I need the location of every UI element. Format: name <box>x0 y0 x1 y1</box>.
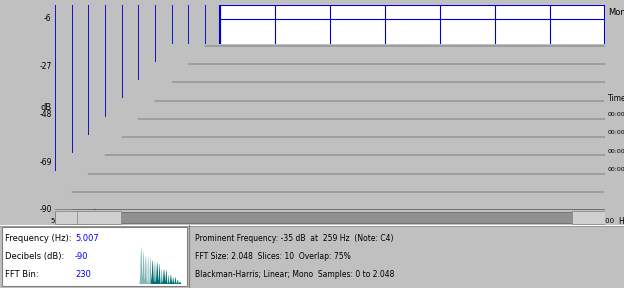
Text: 2.030: 2.030 <box>265 218 285 224</box>
Text: 00:00:00,501: 00:00:00,501 <box>608 130 624 135</box>
Bar <box>55 190 605 193</box>
Text: Time: Time <box>608 94 624 103</box>
Text: 50: 50 <box>51 218 59 224</box>
Text: Mono: Mono <box>608 8 624 17</box>
Text: -6: -6 <box>44 14 52 23</box>
Text: Prominent Frequency: -35 dB  at  259 Hz  (Note: C4): Prominent Frequency: -35 dB at 259 Hz (N… <box>195 234 394 243</box>
Bar <box>55 135 605 138</box>
Text: FFT Bin:: FFT Bin: <box>5 270 39 279</box>
Bar <box>55 211 88 224</box>
Bar <box>572 211 605 224</box>
Text: -90: -90 <box>39 206 52 215</box>
Text: 1.535: 1.535 <box>210 218 230 224</box>
Text: 3.020: 3.020 <box>375 218 395 224</box>
Text: 00:00:00,167: 00:00:00,167 <box>608 166 624 171</box>
Bar <box>139 80 616 103</box>
Bar <box>122 98 616 121</box>
Bar <box>72 153 616 176</box>
Bar <box>55 171 616 194</box>
Text: Decibels (dB):: Decibels (dB): <box>5 252 64 261</box>
Text: FFT Size: 2.048  Slices: 10  Overlap: 75%: FFT Size: 2.048 Slices: 10 Overlap: 75% <box>195 252 351 261</box>
Text: 2.525: 2.525 <box>320 218 340 224</box>
Bar <box>2 227 187 286</box>
Bar <box>55 80 605 84</box>
Text: dB: dB <box>41 103 52 112</box>
Bar <box>89 135 616 158</box>
Text: 1.040: 1.040 <box>155 218 175 224</box>
Bar <box>55 98 605 102</box>
Bar <box>55 117 605 120</box>
Bar <box>55 171 605 175</box>
Text: -27: -27 <box>39 62 52 71</box>
Bar <box>105 117 616 139</box>
Text: Hz: Hz <box>618 217 624 226</box>
Text: 5.000: 5.000 <box>595 218 615 224</box>
Bar <box>55 153 605 156</box>
Text: 4.505: 4.505 <box>540 218 560 224</box>
Bar <box>55 62 605 65</box>
Text: 00:00:00,334: 00:00:00,334 <box>608 148 624 153</box>
Text: 5.007: 5.007 <box>75 234 99 243</box>
Bar <box>172 44 616 67</box>
Bar <box>38 190 616 212</box>
Text: 4.010: 4.010 <box>485 218 505 224</box>
Bar <box>55 212 605 223</box>
Text: 230: 230 <box>75 270 91 279</box>
Bar <box>55 44 605 47</box>
Bar <box>77 211 121 224</box>
Text: 3.515: 3.515 <box>430 218 450 224</box>
Text: Frequency (Hz):: Frequency (Hz): <box>5 234 72 243</box>
Text: -90: -90 <box>75 252 89 261</box>
Text: 545: 545 <box>104 218 117 224</box>
Text: 00:00:00,6: 00:00:00,6 <box>608 112 624 117</box>
Bar <box>220 5 605 114</box>
Text: -48: -48 <box>39 110 52 119</box>
Bar <box>155 62 616 85</box>
Text: -69: -69 <box>39 158 52 167</box>
Text: Blackman-Harris; Linear; Mono  Samples: 0 to 2.048: Blackman-Harris; Linear; Mono Samples: 0… <box>195 270 394 279</box>
